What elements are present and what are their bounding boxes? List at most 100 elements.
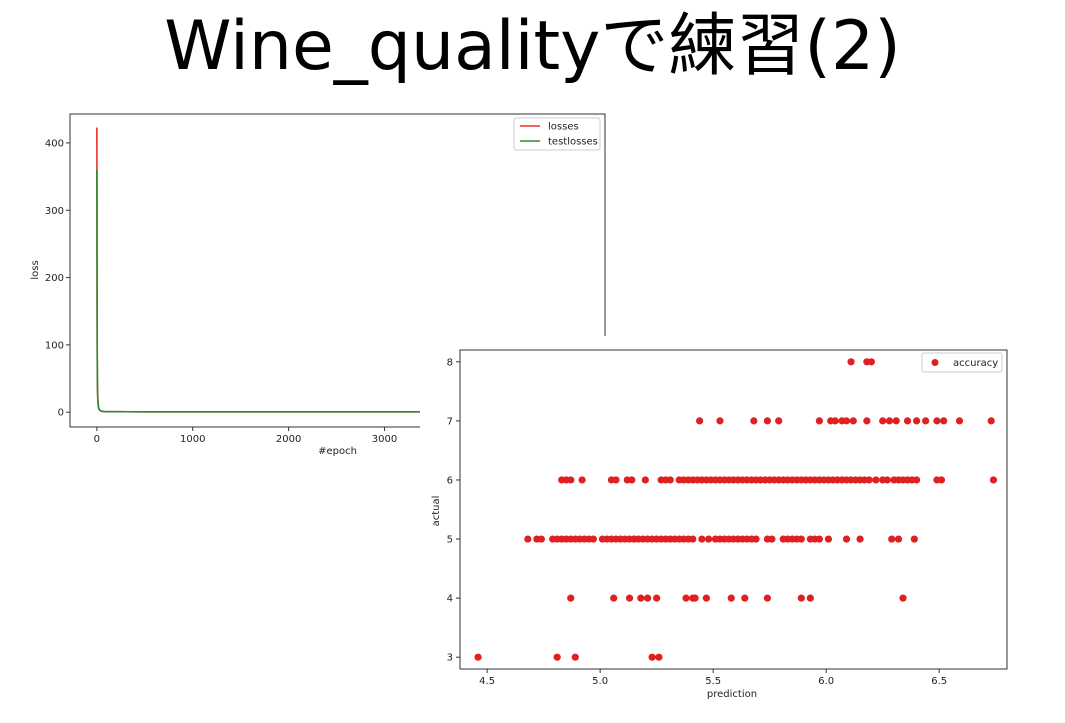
- accuracy-point: [888, 535, 896, 543]
- loss-x-axis-label: #epoch: [318, 446, 357, 457]
- accuracy-point: [578, 476, 586, 484]
- accuracy-x-tick-label: 5.5: [705, 676, 721, 687]
- accuracy-point: [849, 417, 857, 425]
- accuracy-point: [648, 653, 656, 661]
- accuracy-point: [763, 594, 771, 602]
- loss-plot-frame: [69, 113, 606, 428]
- accuracy-point: [940, 417, 948, 425]
- accuracy-point: [842, 417, 851, 425]
- accuracy-point: [698, 535, 706, 543]
- accuracy-y-tick-label: 7: [447, 416, 453, 427]
- loss-x-tick-label: 2000: [276, 434, 301, 445]
- accuracy-point: [524, 535, 532, 543]
- accuracy-point: [752, 535, 760, 543]
- accuracy-legend-label: accuracy: [953, 358, 998, 369]
- accuracy-point: [797, 535, 805, 543]
- loss-y-tick-label: 200: [45, 273, 64, 284]
- accuracy-point: [910, 535, 918, 543]
- loss-y-tick-label: 100: [45, 340, 64, 351]
- accuracy-point: [612, 476, 620, 484]
- accuracy-point: [815, 417, 823, 425]
- accuracy-point: [567, 476, 575, 484]
- loss-x-tick-label: 0: [94, 434, 100, 445]
- accuracy-point: [763, 417, 771, 425]
- loss-legend: losses testlosses: [513, 117, 601, 151]
- loss-x-tick-label: 3000: [372, 434, 397, 445]
- accuracy-legend: accuracy: [921, 352, 1003, 373]
- accuracy-x-axis-label: prediction: [707, 689, 757, 700]
- accuracy-point: [847, 358, 855, 366]
- loss-y-axis-label: loss: [30, 260, 41, 279]
- loss-y-tick-label: 300: [45, 206, 64, 217]
- accuracy-point: [955, 417, 964, 425]
- accuracy-point: [625, 594, 634, 602]
- accuracy-point: [641, 476, 649, 484]
- loss-y-tick-label: 400: [45, 138, 64, 149]
- accuracy-chart-panel: 4.5 5.0 5.5 6.0 6.5 3 4 5 6 7 8 prediction actual …: [420, 336, 1020, 706]
- accuracy-point: [806, 594, 814, 602]
- accuracy-point: [922, 417, 930, 425]
- accuracy-point: [637, 594, 645, 602]
- loss-series-line-testlosses: [96, 169, 577, 413]
- accuracy-y-tick-label: 4: [447, 594, 453, 605]
- loss-legend-label-testlosses: testlosses: [548, 137, 598, 148]
- accuracy-point: [741, 594, 749, 602]
- accuracy-point: [628, 476, 636, 484]
- accuracy-x-tick-label: 6.5: [931, 676, 947, 687]
- accuracy-point: [474, 653, 482, 661]
- accuracy-y-tick-label: 5: [447, 535, 453, 546]
- accuracy-legend-marker: [931, 359, 939, 366]
- accuracy-point: [987, 417, 995, 425]
- accuracy-point: [653, 594, 661, 602]
- accuracy-point: [856, 535, 864, 543]
- slide-title: Wine_qualityで練習(2): [164, 7, 901, 86]
- accuracy-point: [867, 358, 875, 366]
- accuracy-point: [892, 417, 900, 425]
- accuracy-x-tick-label: 5.0: [592, 676, 608, 687]
- accuracy-point: [912, 417, 921, 425]
- accuracy-legend-box: [921, 352, 1003, 373]
- accuracy-point: [571, 653, 579, 661]
- accuracy-y-axis-label: actual: [431, 496, 442, 527]
- accuracy-point: [842, 535, 851, 543]
- accuracy-point: [797, 594, 805, 602]
- loss-legend-label-losses: losses: [548, 122, 579, 133]
- accuracy-point: [815, 535, 823, 543]
- accuracy-point: [702, 594, 710, 602]
- accuracy-point: [610, 594, 618, 602]
- accuracy-point: [750, 417, 758, 425]
- accuracy-x-tick-label: 6.0: [818, 676, 834, 687]
- accuracy-point: [716, 417, 724, 425]
- accuracy-point: [537, 535, 545, 543]
- accuracy-point: [775, 417, 783, 425]
- accuracy-point: [903, 417, 912, 425]
- accuracy-point: [831, 417, 839, 425]
- accuracy-point: [682, 594, 690, 602]
- accuracy-point: [655, 653, 663, 661]
- accuracy-point: [689, 535, 697, 543]
- accuracy-plot-frame: [459, 349, 1008, 670]
- accuracy-point: [883, 476, 891, 484]
- accuracy-point: [933, 417, 941, 425]
- accuracy-point: [553, 653, 561, 661]
- accuracy-point: [863, 417, 871, 425]
- accuracy-point: [727, 594, 735, 602]
- accuracy-point: [666, 476, 674, 484]
- accuracy-point: [937, 476, 946, 484]
- loss-y-tick-label: 0: [58, 408, 64, 419]
- accuracy-point: [885, 417, 894, 425]
- accuracy-point: [696, 417, 704, 425]
- accuracy-y-tick-label: 6: [447, 475, 453, 486]
- accuracy-point: [912, 476, 921, 484]
- accuracy-y-tick-label: 3: [447, 653, 453, 664]
- accuracy-point: [567, 594, 575, 602]
- accuracy-point: [872, 476, 880, 484]
- accuracy-point: [589, 535, 597, 543]
- accuracy-point: [768, 535, 776, 543]
- loss-x-tick-label: 1000: [180, 434, 205, 445]
- accuracy-y-tick-label: 8: [447, 357, 453, 368]
- accuracy-point: [989, 476, 998, 484]
- accuracy-point: [894, 535, 903, 543]
